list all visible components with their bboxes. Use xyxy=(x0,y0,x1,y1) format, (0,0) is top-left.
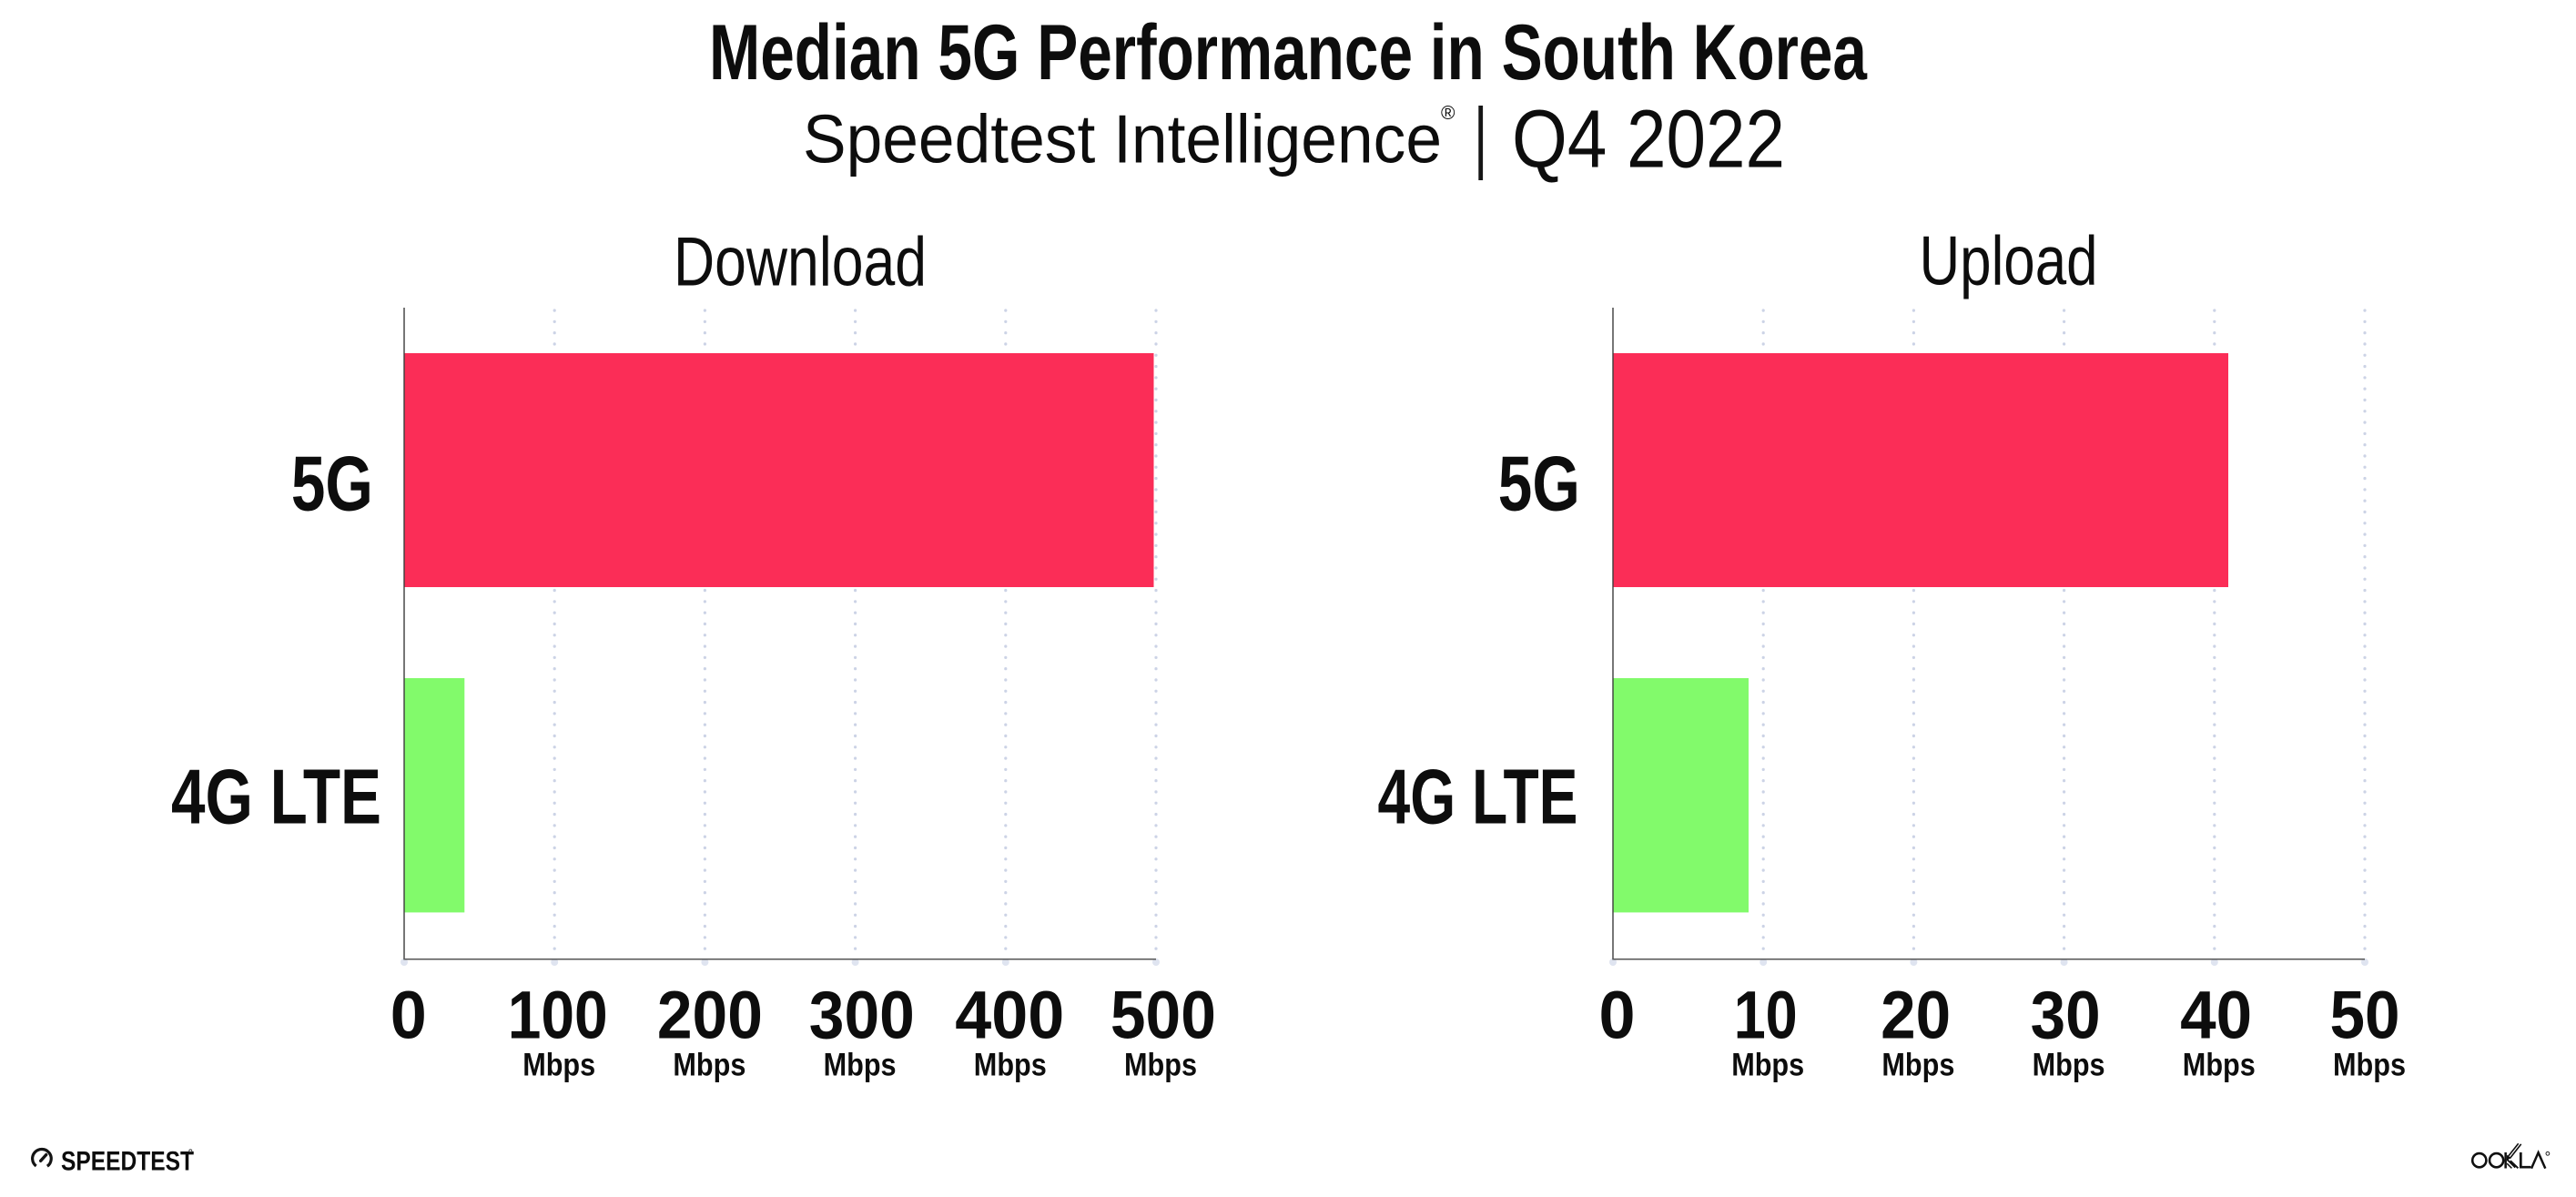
svg-text:200: 200 xyxy=(657,978,763,1053)
svg-text:20: 20 xyxy=(1881,978,1951,1053)
svg-text:Upload: Upload xyxy=(1920,223,2098,300)
svg-text:30: 30 xyxy=(2031,978,2101,1053)
svg-text:300: 300 xyxy=(809,978,915,1053)
svg-text:Q4 2022: Q4 2022 xyxy=(1512,95,1785,186)
svg-text:Median 5G Performance in South: Median 5G Performance in South Korea xyxy=(709,9,1868,96)
svg-text:Mbps: Mbps xyxy=(2333,1048,2406,1083)
svg-text:Download: Download xyxy=(674,224,927,301)
svg-text:10: 10 xyxy=(1734,978,1798,1053)
svg-text:40: 40 xyxy=(2180,978,2252,1053)
svg-text:500: 500 xyxy=(1111,978,1216,1053)
svg-text:Mbps: Mbps xyxy=(673,1048,745,1083)
svg-text:50: 50 xyxy=(2330,978,2400,1053)
svg-text:100: 100 xyxy=(508,978,608,1053)
svg-text:®: ® xyxy=(1441,103,1455,124)
svg-text:5G: 5G xyxy=(1498,441,1580,528)
svg-text:0: 0 xyxy=(1599,978,1636,1053)
svg-text:0: 0 xyxy=(390,978,427,1053)
svg-text:Mbps: Mbps xyxy=(974,1048,1047,1083)
svg-text:Mbps: Mbps xyxy=(2183,1048,2256,1083)
svg-text:Mbps: Mbps xyxy=(2033,1048,2105,1083)
svg-text:4G LTE: 4G LTE xyxy=(1378,755,1578,841)
svg-text:Mbps: Mbps xyxy=(824,1048,897,1083)
svg-text:5G: 5G xyxy=(291,441,373,528)
svg-text:Mbps: Mbps xyxy=(1881,1048,1954,1083)
svg-text:Speedtest Intelligence: Speedtest Intelligence xyxy=(803,101,1442,178)
svg-text:400: 400 xyxy=(955,978,1064,1053)
svg-text:SPEEDTEST: SPEEDTEST xyxy=(61,1146,194,1176)
svg-text:Mbps: Mbps xyxy=(1731,1048,1804,1083)
svg-text:Mbps: Mbps xyxy=(522,1048,595,1083)
svg-text:Mbps: Mbps xyxy=(1124,1048,1197,1083)
svg-text:4G LTE: 4G LTE xyxy=(171,755,381,841)
